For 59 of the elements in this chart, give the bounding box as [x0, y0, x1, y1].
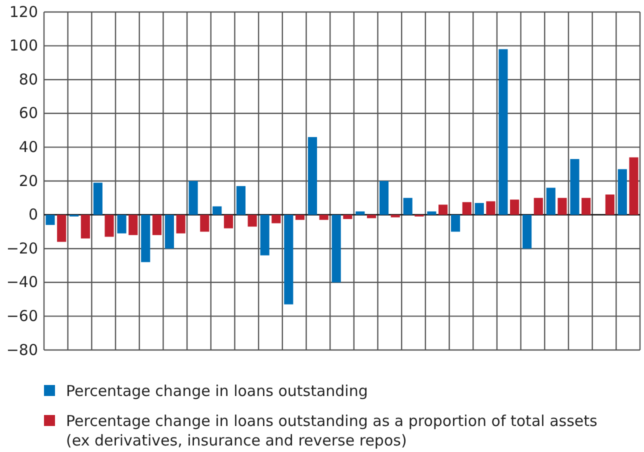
bar: [57, 214, 66, 242]
bar: [308, 137, 318, 215]
bar: [141, 214, 150, 262]
y-tick-label: 80: [18, 70, 38, 88]
bar: [128, 214, 138, 236]
bar: [164, 214, 174, 249]
bar: [272, 214, 281, 224]
bar: [534, 198, 543, 215]
legend-label: Percentage change in loans outstanding as a proportion of total assets (ex derivatives, insurance and reverse repos): [66, 412, 598, 450]
bar: [46, 214, 55, 225]
bar: [546, 188, 556, 215]
bar: [462, 202, 472, 215]
bar: [427, 211, 436, 215]
bar: [236, 186, 246, 215]
bar: [390, 214, 400, 218]
bar: [450, 214, 460, 232]
bar: [284, 214, 294, 304]
bar: [522, 214, 532, 249]
y-tick-label: 40: [18, 138, 38, 156]
y-tick-label: −80: [6, 340, 38, 359]
bar: [93, 182, 102, 215]
y-tick-label: 120: [9, 2, 38, 21]
bar: [224, 214, 234, 228]
bar: [510, 200, 520, 215]
bar: [558, 198, 567, 215]
bar: [570, 159, 580, 215]
bar: [498, 49, 508, 215]
bar: [379, 181, 389, 215]
y-tick-label: 60: [18, 104, 38, 122]
bar: [319, 214, 328, 220]
bar: [248, 214, 257, 227]
bar: [200, 214, 210, 232]
y-tick-label: 0: [28, 206, 38, 224]
bar: [152, 214, 162, 236]
y-tick-label: 20: [18, 172, 38, 190]
legend-label: Percentage change in loans outstanding: [66, 382, 368, 400]
y-tick-label: −20: [6, 239, 38, 258]
y-tick-label: −40: [6, 273, 38, 292]
bar: [403, 198, 412, 215]
bar: [486, 201, 496, 215]
bar: [332, 214, 341, 282]
bar: [618, 169, 627, 215]
bar: [104, 214, 114, 237]
bar: [176, 214, 186, 234]
bar: [438, 204, 448, 215]
bar: [343, 214, 352, 220]
bar: [629, 157, 638, 215]
bar: [212, 206, 222, 215]
bar: [188, 181, 198, 215]
y-tick-label: −60: [6, 307, 38, 325]
bar: [260, 214, 270, 256]
y-tick-label: 100: [9, 36, 38, 55]
bar: [80, 214, 90, 238]
bar: [295, 214, 305, 220]
bar: [605, 194, 614, 215]
bar: [117, 214, 126, 234]
bar: [474, 202, 484, 215]
bar: [582, 198, 591, 215]
bar: [356, 211, 365, 215]
